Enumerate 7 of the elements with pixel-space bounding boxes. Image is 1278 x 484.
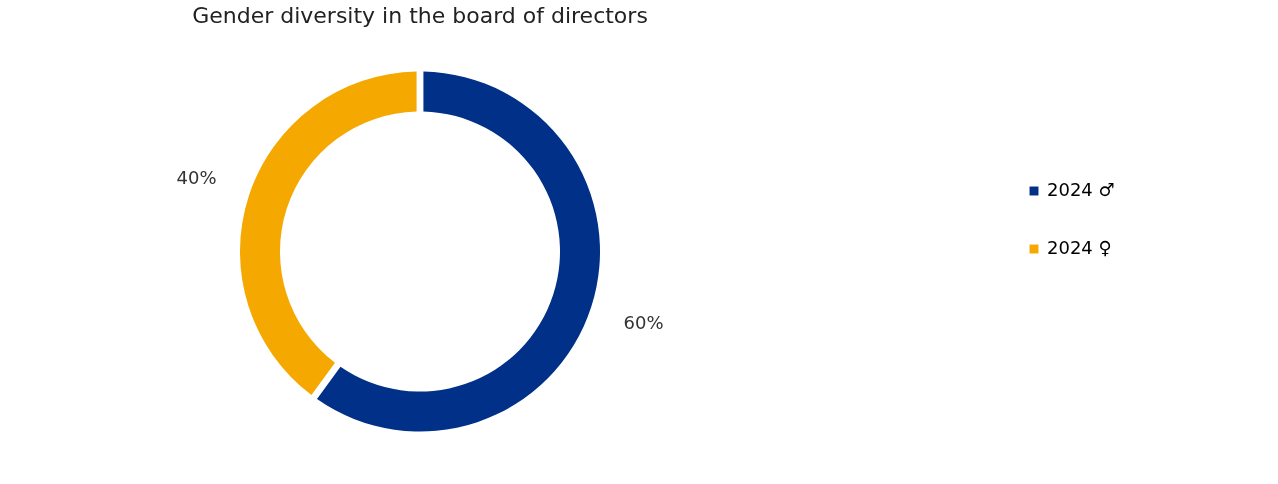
- chart-title: Gender diversity in the board of directors: [192, 3, 648, 28]
- data-label: 40%: [176, 166, 217, 188]
- data-label: 60%: [623, 312, 664, 334]
- legend-label: 2024 ♀: [1047, 237, 1112, 258]
- donut-slice: [240, 71, 417, 396]
- legend-label: 2024 ♂: [1047, 179, 1115, 200]
- donut-slice: [316, 71, 600, 432]
